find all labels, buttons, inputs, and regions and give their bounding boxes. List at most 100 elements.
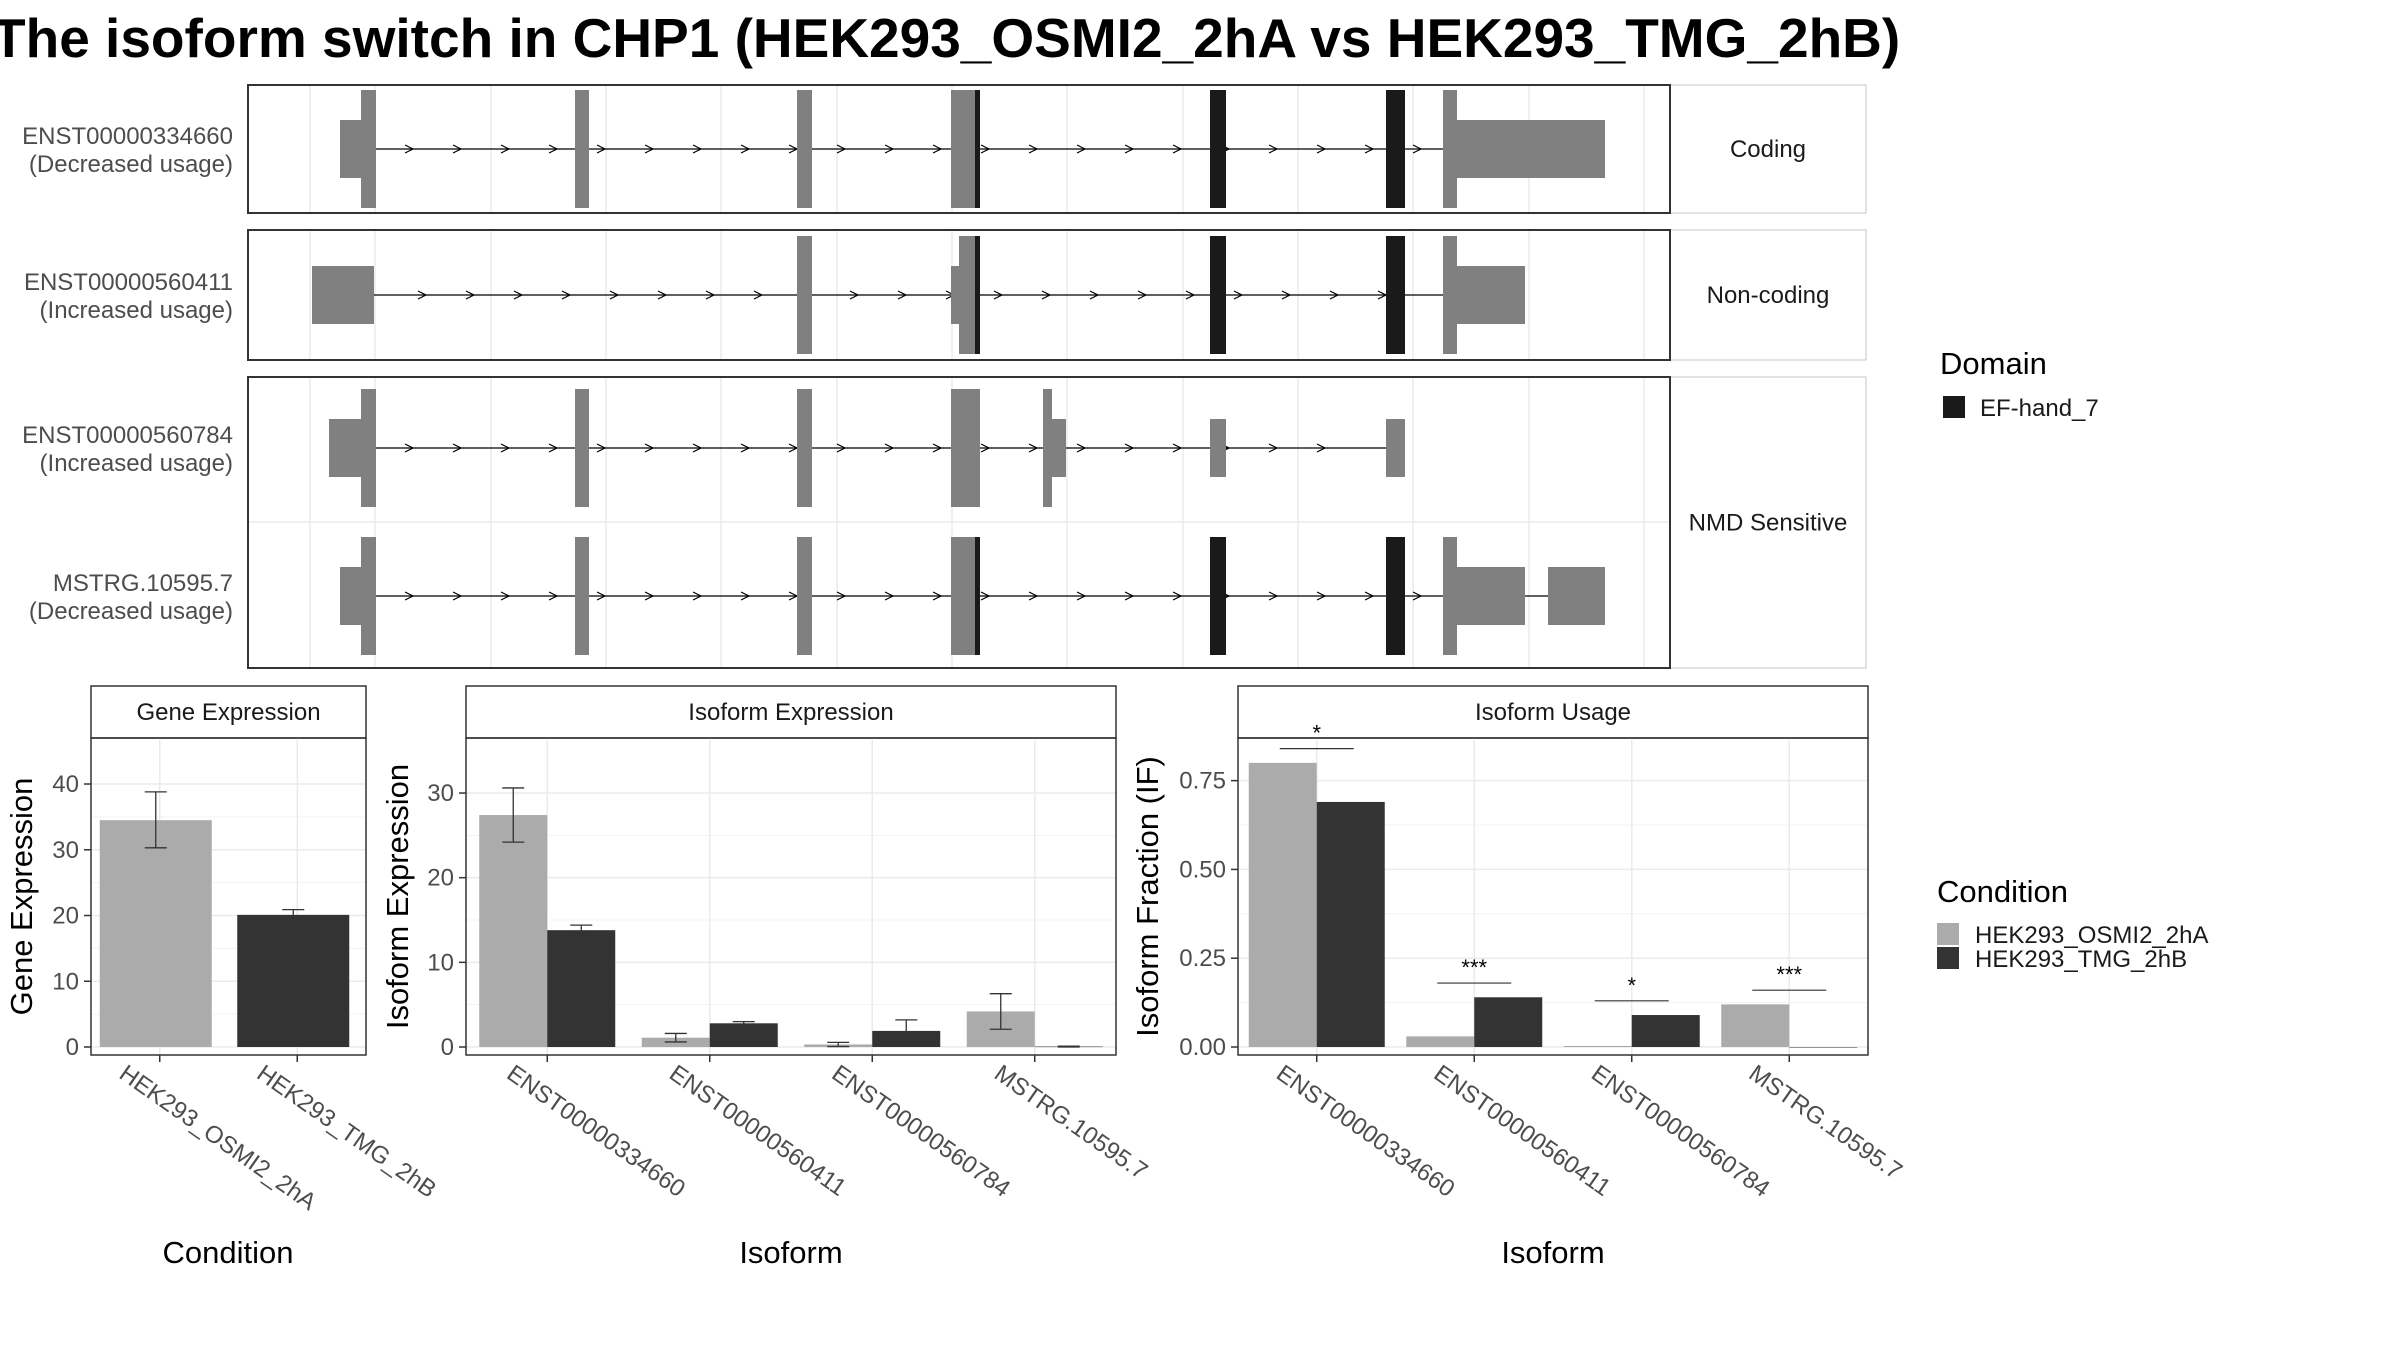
isoform-usage-label: (Increased usage) <box>40 450 233 477</box>
direction-arrow <box>548 591 559 601</box>
condition-legend-title: Condition <box>1937 874 2068 909</box>
direction-arrow <box>740 144 751 154</box>
exon <box>1443 236 1457 354</box>
isoform-id-label: ENST00000560784 <box>22 422 233 449</box>
direction-arrow <box>1185 290 1196 300</box>
condition-legend-label-b: HEK293_TMG_2hB <box>1975 946 2187 973</box>
chart-2: Isoform Usage0.000.250.500.75ENST0000033… <box>1130 685 1907 1270</box>
condition-legend: Condition HEK293_OSMI2_2hA HEK293_TMG_2h… <box>1937 874 2208 973</box>
direction-arrow <box>1316 144 1327 154</box>
exon <box>1386 419 1405 477</box>
y-tick-label: 0 <box>441 1034 454 1061</box>
direction-arrow <box>596 144 607 154</box>
direction-arrow <box>452 591 463 601</box>
bar-condition-a <box>1248 762 1317 1047</box>
direction-arrow <box>1412 591 1423 601</box>
direction-arrow <box>884 591 895 601</box>
bar-condition-a <box>99 820 212 1047</box>
domain-region <box>1210 90 1226 208</box>
significance-label: * <box>1312 721 1321 746</box>
y-tick-label: 30 <box>427 780 454 807</box>
direction-arrow <box>1076 591 1087 601</box>
domain-legend-key <box>1943 396 1965 418</box>
isoform-model <box>312 236 1525 354</box>
direction-arrow <box>1028 591 1039 601</box>
direction-arrow <box>644 144 655 154</box>
direction-arrow <box>1076 443 1087 453</box>
facet-label: NMD Sensitive <box>1689 510 1848 537</box>
direction-arrow <box>932 144 943 154</box>
domain-region <box>975 236 980 354</box>
y-axis-label: Isoform Expression <box>380 764 415 1029</box>
x-tick-label: ENST00000334660 <box>502 1060 690 1203</box>
direction-arrow <box>404 591 415 601</box>
exon <box>1210 419 1226 477</box>
direction-arrow <box>644 591 655 601</box>
direction-arrow <box>1172 443 1183 453</box>
domain-region <box>1210 537 1226 655</box>
condition-legend-key-b <box>1937 947 1959 969</box>
direction-arrow <box>705 290 716 300</box>
condition-legend-label-a: HEK293_OSMI2_2hA <box>1975 922 2208 949</box>
direction-arrow <box>1124 144 1135 154</box>
bar-condition-b <box>1316 801 1385 1047</box>
y-tick-label: 10 <box>52 968 79 995</box>
direction-arrow <box>1316 443 1327 453</box>
exon <box>951 389 980 507</box>
facet-label: Coding <box>1730 136 1806 163</box>
exon <box>1457 120 1605 178</box>
y-axis-label: Gene Expression <box>4 778 39 1016</box>
exon <box>1548 567 1605 625</box>
isoform-id-label: MSTRG.10595.7 <box>53 570 233 597</box>
direction-arrow <box>1412 144 1423 154</box>
exon <box>797 90 812 208</box>
x-tick-label: MSTRG.10595.7 <box>989 1060 1152 1185</box>
y-tick-label: 0 <box>66 1034 79 1061</box>
x-axis-label: Isoform <box>1501 1235 1604 1270</box>
direction-arrow <box>692 443 703 453</box>
y-tick-label: 0.25 <box>1179 945 1226 972</box>
exon <box>361 90 376 208</box>
direction-arrow <box>740 443 751 453</box>
direction-arrow <box>1329 290 1340 300</box>
direction-arrow <box>596 443 607 453</box>
plot-border <box>90 737 367 1056</box>
domain-region <box>1386 537 1405 655</box>
condition-legend-key-a <box>1937 923 1959 945</box>
exon <box>575 90 589 208</box>
direction-arrow <box>740 591 751 601</box>
direction-arrow <box>404 144 415 154</box>
domain-legend-title: Domain <box>1940 346 2047 381</box>
y-axis-label: Isoform Fraction (IF) <box>1130 756 1165 1037</box>
figure-title: The isoform switch in CHP1 (HEK293_OSMI2… <box>0 7 1900 69</box>
facet-strip <box>1669 229 1867 361</box>
y-tick-label: 0.75 <box>1179 768 1226 795</box>
direction-arrow <box>836 591 847 601</box>
domain-region <box>975 90 980 208</box>
bar-condition-b <box>547 930 616 1047</box>
exon <box>340 120 361 178</box>
bar-condition-b <box>237 914 350 1047</box>
chart-strip <box>90 685 367 739</box>
direction-arrow <box>753 290 764 300</box>
direction-arrow <box>1172 591 1183 601</box>
bar-condition-a <box>1721 1004 1790 1047</box>
exon <box>797 389 812 507</box>
direction-arrow <box>884 144 895 154</box>
direction-arrow <box>884 443 895 453</box>
isoform-model <box>340 90 1605 208</box>
bar-condition-a <box>1406 1036 1475 1047</box>
bar-charts: Gene Expression010203040HEK293_OSMI2_2hA… <box>4 685 1907 1270</box>
direction-arrow <box>692 591 703 601</box>
exon <box>312 266 374 324</box>
exon <box>797 537 812 655</box>
structure-panel-border <box>247 376 1671 669</box>
exon <box>959 236 975 354</box>
direction-arrow <box>1028 144 1039 154</box>
y-tick-label: 0.00 <box>1179 1034 1226 1061</box>
exon <box>797 236 812 354</box>
bar-condition-a <box>479 815 548 1047</box>
chart-1: Isoform Expression 0 10 20 30 ENST00000334660… <box>380 685 1152 1270</box>
direction-arrow <box>932 591 943 601</box>
